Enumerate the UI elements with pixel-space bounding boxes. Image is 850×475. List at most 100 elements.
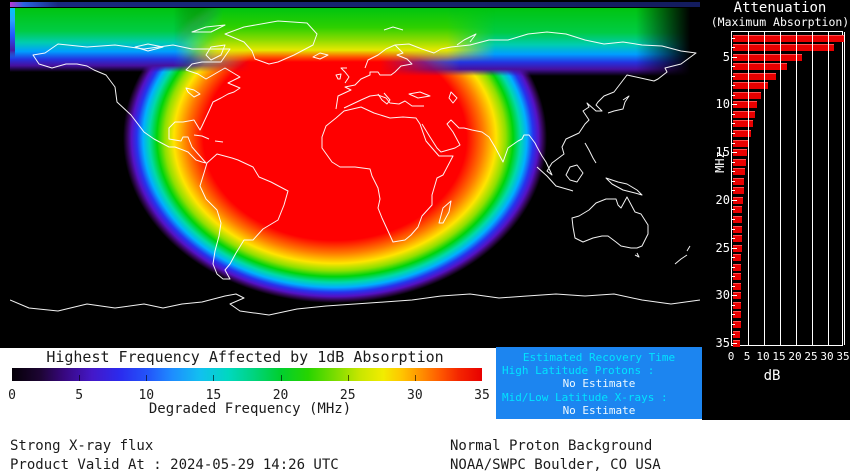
attenuation-bar (733, 149, 748, 157)
gridline (812, 32, 813, 345)
attenuation-bar (733, 215, 742, 223)
x-tick-label: 15 (772, 350, 786, 363)
y-minor-tick (732, 257, 735, 259)
colorbar-title: Highest Frequency Affected by 1dB Absorp… (46, 348, 444, 366)
attenuation-bar (733, 292, 741, 300)
y-tick-label: 35 (715, 336, 730, 351)
y-minor-tick (732, 333, 735, 335)
recovery-row-value: No Estimate (562, 404, 636, 417)
attenuation-x-axis-title: dB (763, 368, 781, 384)
attenuation-bar (733, 82, 769, 90)
attenuation-bar (733, 244, 742, 252)
gridline (796, 32, 797, 345)
attenuation-bar (733, 158, 747, 166)
attenuation-bar (733, 91, 762, 99)
product-valid-text: Product Valid At : 2024-05-29 14:26 UTC (10, 457, 339, 473)
attenuation-bar (733, 330, 741, 338)
y-tick-label: 10 (715, 97, 730, 112)
attenuation-bar (733, 101, 758, 109)
attenuation-bar (733, 130, 751, 137)
recovery-row-value: No Estimate (562, 377, 636, 390)
x-tick-label: 35 (836, 350, 850, 363)
x-tick-label: 20 (788, 350, 802, 363)
y-minor-tick (732, 37, 735, 39)
attenuation-bar (733, 187, 744, 195)
colorbar-tick-label: 5 (75, 388, 84, 403)
y-major-tick (732, 56, 737, 58)
x-tick-label: 10 (756, 350, 770, 363)
gridline (780, 32, 781, 345)
y-minor-tick (732, 171, 735, 173)
attenuation-bar (733, 168, 746, 176)
attenuation-bar (733, 225, 742, 233)
xray-condition-text: Strong X-ray flux (10, 438, 154, 454)
attenuation-bar (733, 301, 741, 309)
y-major-tick (732, 343, 737, 345)
y-tick-label: 30 (715, 288, 730, 303)
y-minor-tick (732, 304, 735, 306)
y-minor-tick (732, 324, 735, 325)
attenuation-y-axis-labels: 5 10 15 20 25 30 35 (710, 0, 730, 420)
colorbar-tick (146, 375, 148, 381)
attenuation-bar (733, 63, 788, 71)
attenuation-panel: Attenuation (Maximum Absorption) 5 10 15 20… (710, 0, 850, 420)
gridline (828, 32, 829, 345)
world-coastlines (10, 20, 700, 316)
gridline (748, 32, 749, 345)
colorbar-tick (79, 375, 81, 381)
map-canvas (10, 8, 700, 345)
y-major-tick (732, 295, 737, 297)
attenuation-title: Attenuation (733, 0, 827, 16)
panel-gap-filler (702, 347, 710, 420)
y-major-tick (732, 199, 737, 201)
colorbar-gradient (12, 368, 482, 381)
y-minor-tick (732, 285, 735, 287)
y-minor-tick (732, 66, 735, 68)
attenuation-bar (733, 177, 745, 185)
absorption-map (0, 0, 710, 348)
attenuation-bar (733, 235, 742, 243)
y-minor-tick (732, 142, 735, 144)
colorbar-tick-label: 30 (407, 388, 423, 403)
y-minor-tick (732, 85, 735, 87)
y-minor-tick (732, 209, 735, 211)
attenuation-bar-chart (731, 31, 845, 348)
y-minor-tick (732, 113, 735, 115)
attenuation-bar (733, 196, 743, 204)
colorbar-tick (213, 375, 215, 381)
colorbar-tick-label: 0 (8, 388, 16, 403)
colorbar-tick (347, 375, 349, 381)
attenuation-x-axis-labels: 0 5 10 15 20 25 30 35 (710, 0, 850, 420)
colorbar-tick-label: 15 (205, 388, 222, 403)
y-tick-label: 15 (715, 145, 730, 160)
attenuation-bar (733, 263, 742, 271)
colorbar-tick-label: 35 (474, 388, 490, 403)
map-top-stripe (10, 2, 700, 7)
attenuation-bar (733, 321, 741, 328)
attenuation-bar (733, 254, 742, 262)
y-major-tick (732, 104, 737, 106)
y-tick-label: 5 (722, 49, 730, 64)
y-tick-label: 20 (715, 192, 730, 207)
attenuation-bar (733, 311, 741, 319)
y-minor-tick (732, 190, 735, 192)
attenuation-subtitle: (Maximum Absorption) (710, 15, 850, 29)
attenuation-y-axis-title: MHz (713, 151, 727, 173)
gridline (764, 32, 765, 345)
y-minor-tick (732, 238, 735, 240)
attenuation-bar (733, 120, 754, 128)
attenuation-bar (733, 206, 743, 214)
y-minor-tick (732, 266, 735, 268)
map-left-edge-strip (10, 8, 15, 58)
recovery-box-title: Estimated Recovery Time (522, 351, 676, 364)
attenuation-bar (733, 273, 741, 281)
colorbar-tick-label: 10 (138, 388, 155, 403)
y-tick-label: 25 (715, 240, 730, 255)
attenuation-bar (733, 139, 749, 147)
x-tick-label: 30 (820, 350, 834, 363)
gridline (844, 32, 845, 345)
colorbar-tick-label: 20 (272, 388, 289, 403)
recovery-row-label: High Latitude Protons : (502, 364, 655, 377)
y-major-tick (732, 152, 737, 154)
